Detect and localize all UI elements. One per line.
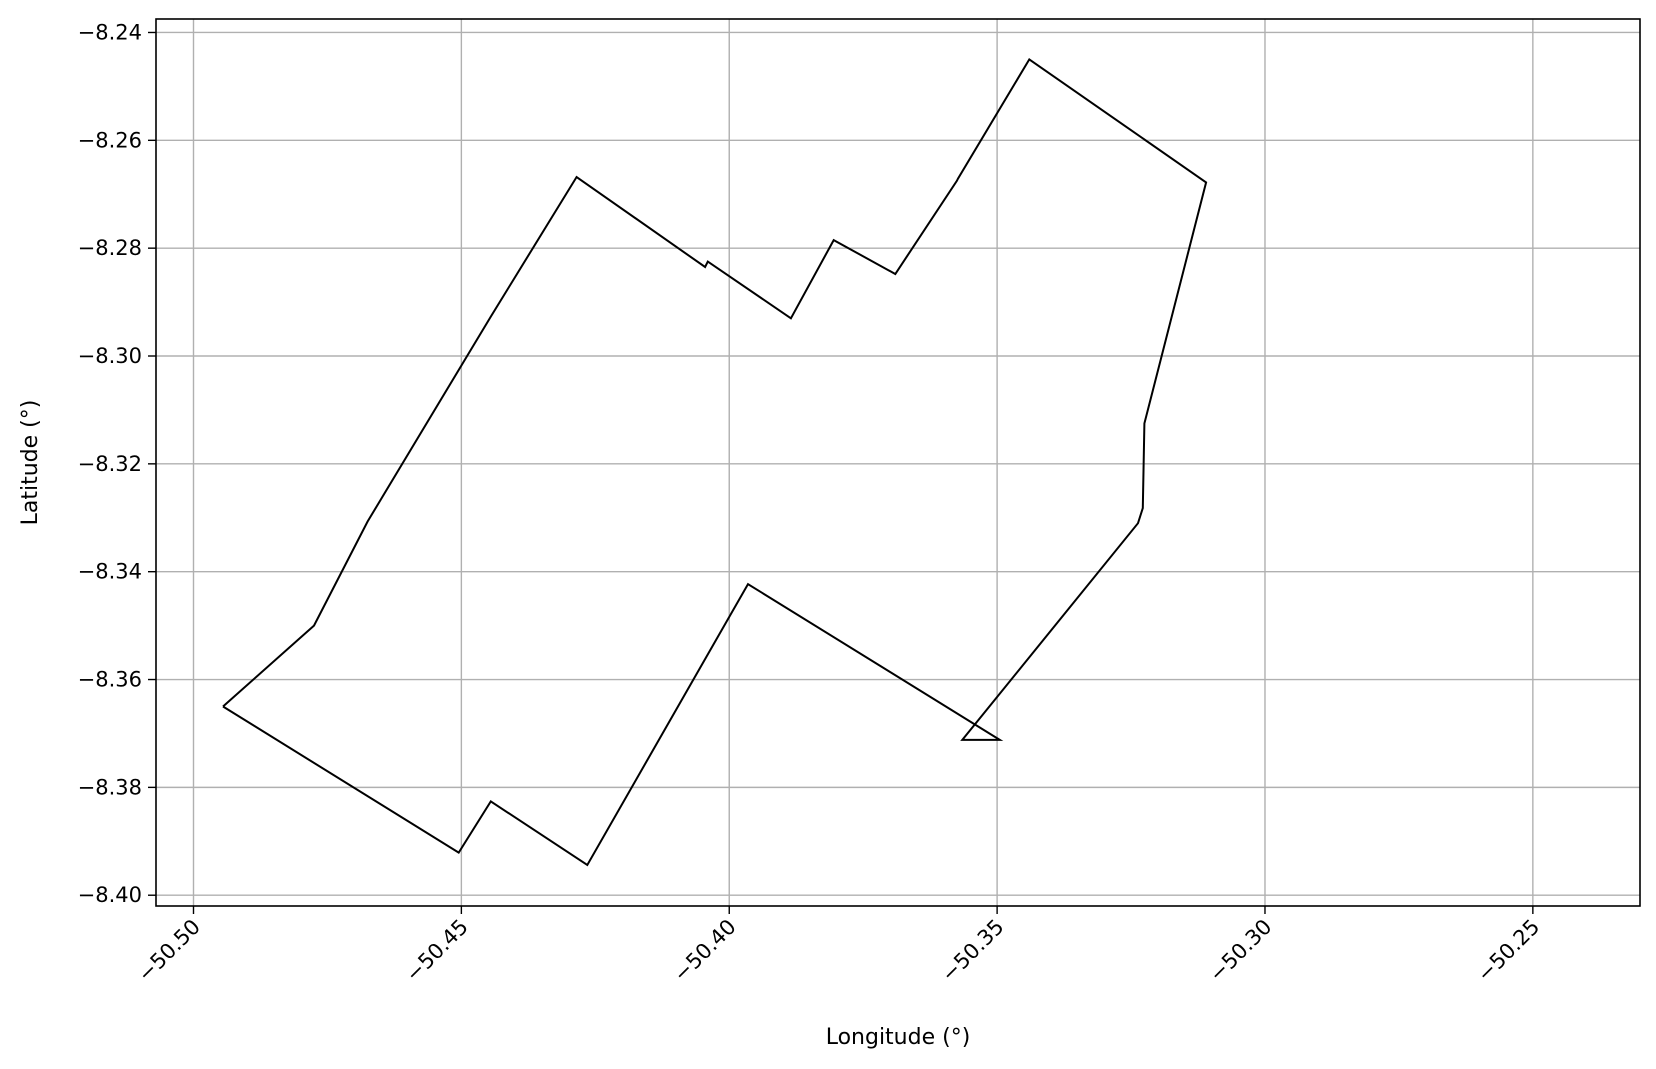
x-tick-label: −50.45 [401, 915, 473, 987]
y-tick-label: −8.38 [78, 775, 142, 799]
plot-frame [155, 18, 1641, 907]
x-tick-label: −50.35 [937, 915, 1009, 987]
x-axis: −50.50 −50.45 −50.40 −50.35 −50.30 −50.25 [133, 906, 1544, 986]
y-axis-label: Latitude (°) [18, 400, 43, 526]
grid-lines [156, 19, 1640, 906]
data-line [222, 57, 1208, 867]
y-tick-label: −8.26 [78, 128, 142, 152]
y-tick-label: −8.34 [78, 560, 142, 584]
y-tick-label: −8.40 [78, 883, 142, 907]
x-axis-label: Longitude (°) [826, 1025, 971, 1050]
x-tick-label: −50.30 [1205, 915, 1277, 987]
x-tick-label: −50.40 [669, 915, 741, 987]
y-tick-label: −8.24 [78, 20, 142, 44]
x-tick-label: −50.50 [133, 915, 205, 987]
x-tick-label: −50.25 [1472, 915, 1544, 987]
y-tick-label: −8.28 [78, 236, 142, 260]
y-tick-label: −8.36 [78, 668, 142, 692]
y-tick-label: −8.30 [78, 344, 142, 368]
y-axis: −8.24 −8.26 −8.28 −8.30 −8.32 −8.34 −8.36 −8.38… [78, 20, 156, 907]
y-tick-label: −8.32 [78, 452, 142, 476]
